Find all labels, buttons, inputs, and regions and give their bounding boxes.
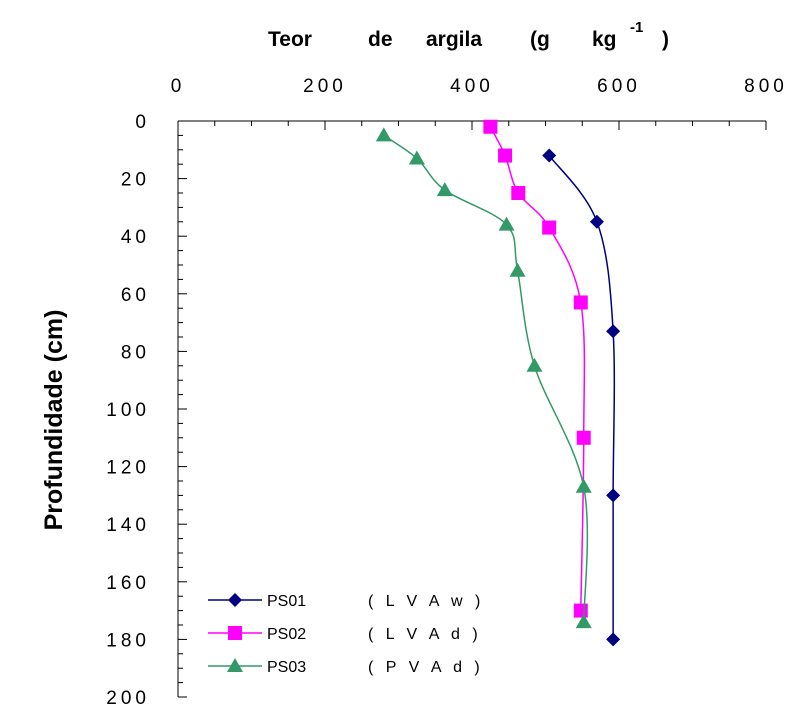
data-point-ps03 [436, 182, 453, 197]
data-point-ps01 [589, 214, 604, 229]
y-tick-label: 20 [121, 170, 150, 191]
series-line-ps03 [383, 134, 589, 623]
legend-marker-ps03 [227, 658, 243, 672]
y-tick-label: 120 [106, 458, 150, 479]
legend-marker-shape-ps03 [227, 658, 243, 672]
title-word-kg: kg [592, 28, 617, 51]
legend-marker-shape-ps01 [228, 593, 242, 607]
legend-code-ps02: ( L V A d ) [368, 626, 482, 643]
data-point-ps02 [498, 148, 513, 163]
data-point-ps02 [576, 430, 591, 445]
legend-marker-ps02 [228, 626, 242, 640]
y-tick-label: 40 [121, 227, 150, 248]
data-point-ps03 [408, 150, 425, 165]
y-tick-label: 60 [121, 285, 150, 306]
title-word-teor: Teor [268, 28, 312, 51]
data-point-ps02 [573, 603, 588, 618]
x-tick-label: 800 [744, 76, 788, 97]
legend-code-ps03: ( P V A d ) [368, 659, 484, 676]
series-ps02 [483, 119, 591, 618]
legend-label-ps03: PS03 [267, 659, 306, 676]
data-point-ps02 [542, 220, 557, 235]
title-word-de: de [368, 28, 393, 51]
y-tick-label: 180 [106, 630, 150, 651]
x-tick-label: 200 [303, 76, 347, 97]
data-point-ps01 [606, 632, 621, 647]
y-tick-label: 200 [106, 688, 150, 708]
x-tick-label: 0 [171, 76, 186, 97]
y-tick-labels: 0 20 40 60 80 100 120 140 160 180 200 [106, 112, 150, 708]
data-point-ps03 [509, 262, 526, 277]
legend-marker-shape-ps02 [228, 626, 242, 640]
y-tick-label: 140 [106, 515, 150, 536]
y-tick-label: 80 [121, 342, 150, 363]
legend: PS01 ( L V A w ) PS02 ( L V A d ) PS03 (… [208, 593, 484, 676]
legend-marker-ps01 [228, 593, 242, 607]
x-tick-label: 400 [450, 76, 494, 97]
legend-code-ps01: ( L V A w ) [368, 593, 484, 610]
title-superscript: -1 [630, 19, 643, 36]
series-layer [375, 119, 621, 647]
title-word-argila: argila [426, 28, 482, 51]
title-close-paren: ) [662, 28, 669, 51]
y-tick-label: 0 [135, 112, 150, 133]
y-axis-label: Profundidade (cm) [40, 310, 68, 531]
x-tick-labels: 0 200 400 600 800 [171, 76, 788, 97]
title-word-g: (g [530, 28, 550, 51]
x-tick-label: 600 [597, 76, 641, 97]
data-point-ps03 [526, 357, 543, 372]
data-point-ps03 [575, 478, 592, 493]
data-point-ps02 [573, 295, 588, 310]
data-point-ps02 [511, 186, 526, 200]
series-ps03 [375, 127, 592, 629]
y-tick-label: 160 [106, 573, 150, 594]
data-point-ps01 [606, 488, 621, 503]
data-point-ps01 [606, 324, 621, 339]
data-point-ps03 [498, 216, 515, 231]
data-point-ps03 [575, 614, 592, 629]
data-point-ps01 [542, 148, 557, 163]
series-line-ps01 [548, 155, 616, 640]
legend-label-ps01: PS01 [267, 593, 306, 610]
axes [177, 120, 767, 698]
y-tick-label: 100 [106, 400, 150, 421]
data-point-ps02 [483, 119, 498, 134]
legend-label-ps02: PS02 [267, 626, 306, 643]
series-ps01 [542, 148, 621, 647]
data-point-ps03 [375, 127, 392, 142]
chart-title: Teor de argila (g kg -1 ) [268, 19, 669, 51]
